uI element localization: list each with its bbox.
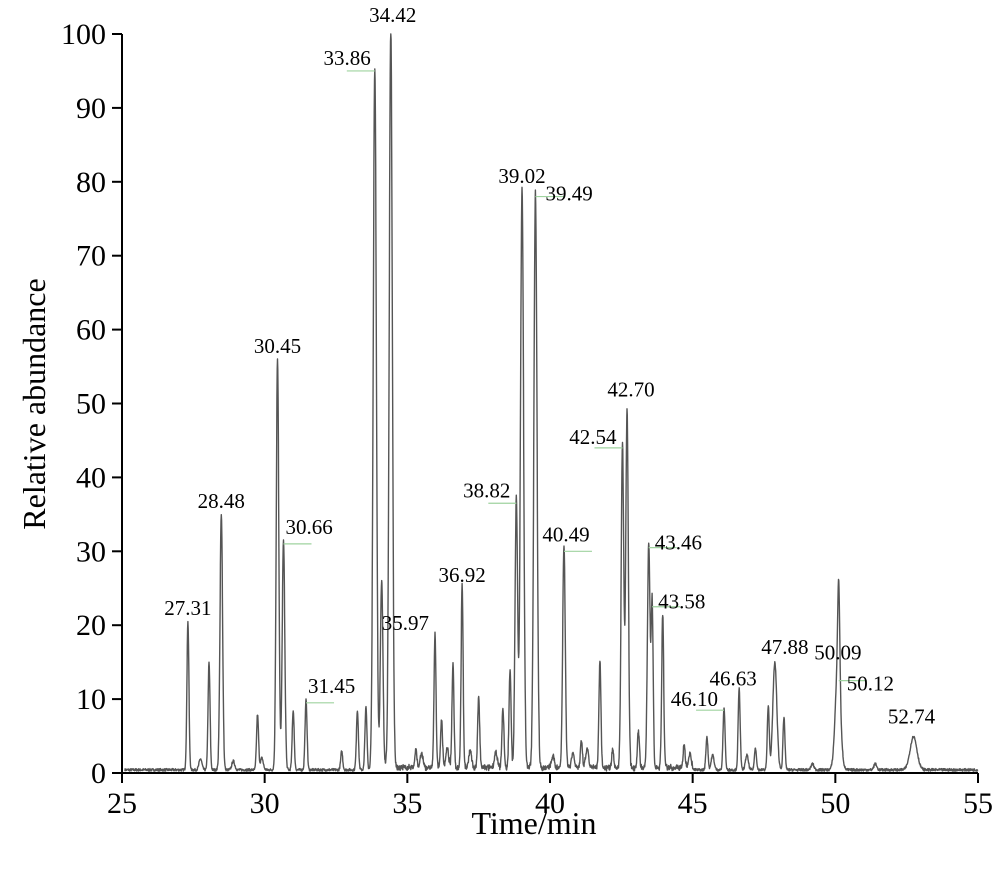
peak-label: 33.86 [324,46,371,70]
y-tick-label: 80 [76,166,106,199]
peak-label: 43.58 [658,590,705,614]
peak-label: 50.09 [814,641,861,665]
peak-label: 50.12 [847,672,894,696]
x-tick-label: 45 [678,787,708,820]
y-tick-label: 20 [76,609,106,642]
x-axis-ticks: 25 30 35 40 45 50 55 [107,773,993,820]
chromatogram-trace [124,33,979,772]
y-tick-label: 50 [76,388,106,421]
x-tick-label: 25 [107,787,137,820]
peak-label: 35.97 [382,611,429,635]
x-tick-label: 30 [250,787,280,820]
y-tick-label: 60 [76,314,106,347]
peak-label: 42.70 [607,378,654,402]
peak-label: 27.31 [164,596,211,620]
peak-label: 40.49 [542,522,589,546]
peak-label: 39.49 [545,182,592,206]
peak-label: 39.02 [498,164,545,188]
peak-label: 52.74 [888,705,936,729]
peak-label: 47.88 [761,635,808,659]
x-axis-title: Time/min [471,805,596,841]
x-tick-label: 40 [535,787,565,820]
peak-label: 42.54 [569,425,617,449]
peak-label: 38.82 [463,478,510,502]
peak-label: 46.10 [671,687,718,711]
peak-label: 43.46 [655,531,702,555]
peak-label: 30.66 [285,515,332,539]
y-axis-title: Relative abundance [16,278,52,529]
peak-label: 28.48 [198,489,245,513]
x-tick-label: 35 [392,787,422,820]
peak-label: 31.45 [308,674,355,698]
y-tick-label: 40 [76,461,106,494]
peak-label: 46.63 [710,667,757,691]
peak-label: 34.42 [369,3,416,27]
y-tick-label: 30 [76,535,106,568]
x-tick-label: 55 [963,787,993,820]
peak-label: 36.92 [438,563,485,587]
x-tick-label: 50 [820,787,850,820]
y-tick-label: 10 [76,683,106,716]
y-tick-label: 100 [61,18,106,51]
y-tick-label: 90 [76,92,106,125]
y-tick-label: 0 [91,757,106,790]
peak-labels: 27.31 28.48 30.45 30.66 31.45 33.86 34.42 35.97… [164,3,935,729]
peak-label: 30.45 [254,334,301,358]
y-tick-label: 70 [76,240,106,273]
y-axis-ticks: 0 10 20 30 40 50 60 70 80 90 100 [61,18,122,790]
